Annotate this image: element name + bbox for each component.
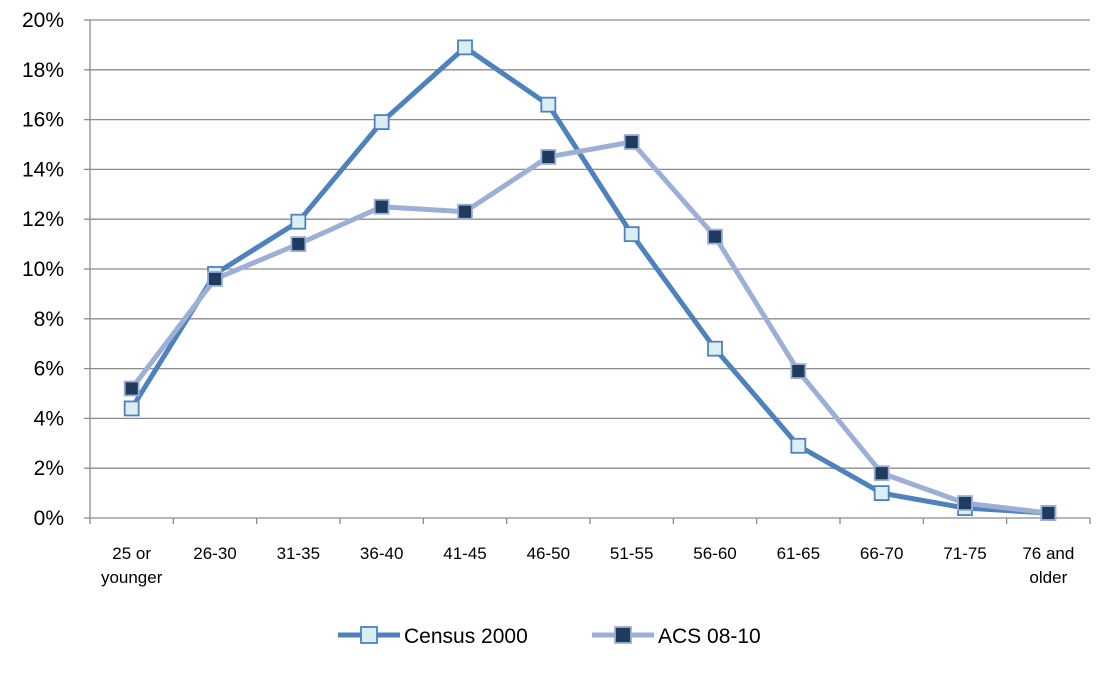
y-tick-label: 12% [22, 208, 64, 231]
data-point [457, 39, 473, 56]
x-tick-label: 76 and older [1022, 544, 1074, 587]
series-line-0 [129, 44, 1049, 516]
legend-item-1: ACS 08-10 [592, 625, 761, 648]
y-tick-label: 4% [34, 407, 64, 430]
x-tick-label: 51-55 [610, 544, 653, 563]
series-line-1 [129, 139, 1049, 516]
data-point [623, 226, 640, 243]
data-point [123, 380, 140, 397]
x-tick-label: 25 or younger [101, 544, 163, 587]
legend-label: ACS 08-10 [658, 625, 761, 648]
legend-marker-swatch [360, 626, 378, 644]
data-point [707, 228, 723, 245]
data-point [290, 236, 307, 253]
y-tick-label: 18% [22, 59, 64, 82]
x-tick-label: 61-65 [777, 544, 820, 563]
legend-marker-swatch [614, 626, 632, 644]
y-tick-label: 16% [22, 109, 64, 132]
data-point [373, 114, 390, 130]
data-point [540, 96, 557, 113]
legend-item-0: Census 2000 [338, 625, 528, 648]
y-tick-label: 2% [34, 457, 64, 480]
series-lines [129, 44, 1049, 516]
x-tick-label: 66-70 [860, 544, 903, 563]
data-point [207, 271, 223, 287]
data-point [123, 400, 140, 417]
legend-label: Census 2000 [404, 625, 528, 648]
gridlines [90, 19, 1090, 469]
legend: Census 2000 ACS 08-10 [338, 625, 761, 648]
data-point [873, 485, 890, 502]
x-tick-label: 26-30 [193, 544, 236, 563]
y-tick-label: 0% [34, 507, 64, 530]
y-tick-label: 14% [22, 158, 64, 181]
x-tick-label: 31-35 [277, 544, 320, 563]
data-point [707, 340, 723, 357]
axes [84, 19, 1091, 524]
series-markers [123, 39, 1057, 521]
y-tick-label: 10% [22, 258, 64, 281]
data-point [790, 437, 807, 454]
data-point [790, 363, 807, 379]
y-axis-tick-labels: 0% 2% 4% 6% 8% 10% 12% 14% 16% 18% 20% [22, 9, 64, 530]
x-tick-label: 36-40 [360, 544, 403, 563]
x-axis-tick-labels: 25 or younger 26-30 31-35 36-40 41-45 46-50 51-… [101, 544, 1074, 587]
data-point [457, 203, 473, 220]
x-tick-label: 56-60 [693, 544, 736, 563]
y-tick-label: 8% [34, 308, 64, 331]
x-tick-label: 46-50 [527, 544, 570, 563]
x-tick-label: 71-75 [943, 544, 986, 563]
data-point [957, 495, 973, 511]
data-point [873, 465, 890, 482]
data-point [1040, 505, 1057, 521]
x-tick-label: 41-45 [443, 544, 486, 563]
data-point [373, 198, 390, 215]
data-point [623, 134, 640, 150]
y-tick-label: 20% [22, 9, 64, 32]
y-tick-label: 6% [34, 358, 64, 381]
data-point [540, 149, 557, 165]
data-point [290, 213, 307, 230]
